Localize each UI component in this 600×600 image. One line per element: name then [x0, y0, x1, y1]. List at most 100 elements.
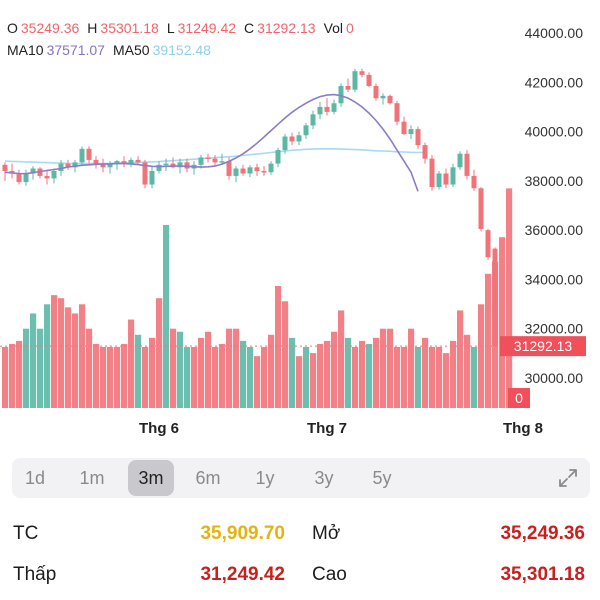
y-tick-label: 30000.00 — [525, 370, 584, 386]
volume-bar — [205, 331, 212, 408]
tab-1d[interactable]: 1d — [24, 468, 46, 488]
low-key: L — [166, 20, 175, 36]
candle-body — [485, 230, 491, 258]
volume-bar — [142, 347, 149, 408]
high-key: H — [87, 20, 98, 36]
volume-bar — [310, 353, 317, 408]
candle-body — [107, 163, 113, 168]
candle-body — [156, 164, 162, 171]
candle-body — [401, 121, 407, 135]
volume-bar — [100, 347, 107, 408]
volume-bar — [212, 347, 219, 408]
candle-body — [492, 248, 498, 347]
y-tick-label: 40000.00 — [525, 124, 584, 140]
candle-body — [51, 171, 57, 179]
candle-body — [135, 159, 141, 163]
y-tick-label: 34000.00 — [525, 271, 584, 287]
tab-1m[interactable]: 1m — [79, 468, 105, 488]
vol-readout: 0 — [346, 20, 354, 36]
close-readout: 31292.13 — [257, 20, 316, 36]
tab-3y[interactable]: 3y — [314, 468, 334, 488]
volume-bar — [23, 328, 30, 408]
volume-bar — [324, 340, 331, 408]
high-readout: 35301.18 — [100, 20, 159, 36]
tab-1y[interactable]: 1y — [255, 468, 275, 488]
volume-bar — [30, 313, 37, 408]
candle-body — [219, 161, 225, 163]
high-value: 35,301.18 — [500, 564, 585, 585]
candle-body — [16, 173, 22, 183]
tab-6m[interactable]: 6m — [195, 468, 221, 488]
expand-icon[interactable] — [556, 466, 580, 490]
candle-body — [198, 157, 204, 165]
candle-body — [429, 158, 435, 188]
candle-body — [422, 145, 428, 159]
low-readout: 31249.42 — [177, 20, 237, 36]
y-tick-label: 32000.00 — [525, 321, 584, 337]
volume-bar — [422, 337, 429, 408]
volume-bar — [345, 337, 352, 408]
volume-bar — [268, 334, 275, 408]
ma10-line — [4, 93, 419, 192]
tab-5y[interactable]: 5y — [372, 468, 392, 488]
volume-bar — [303, 347, 310, 408]
volume-bar — [37, 328, 44, 408]
volume-bar — [506, 188, 513, 408]
volume-bar — [79, 304, 86, 408]
candle-body — [268, 163, 274, 173]
ma50-readout: 39152.48 — [152, 42, 211, 58]
volume-bar — [198, 337, 205, 408]
last-price-tag — [500, 336, 586, 357]
candle-body — [352, 71, 358, 90]
candle-body — [478, 188, 484, 229]
candle-body — [23, 173, 29, 183]
volume-bar — [135, 334, 142, 408]
volume-bar — [387, 328, 394, 408]
candle-body — [205, 157, 211, 159]
y-tick-label: 38000.00 — [525, 173, 584, 189]
candle-body — [457, 153, 463, 168]
volume-bar — [16, 340, 23, 408]
ma-readout: MA10 37571.07 MA50 39152.48 — [7, 42, 211, 58]
volume-bar — [128, 319, 135, 408]
x-tick-label: Thg 7 — [307, 420, 347, 437]
x-tick-label: Thg 8 — [503, 420, 543, 437]
candle-body — [240, 168, 246, 174]
candle-body — [212, 158, 218, 163]
volume-bar — [499, 237, 506, 408]
volume-bar — [72, 313, 79, 408]
candle-body — [443, 173, 449, 185]
range-tabs: 1d 1m 3m 6m 1y 3y 5y — [12, 458, 590, 498]
volume-bar — [359, 340, 366, 408]
volume-bar — [415, 347, 422, 408]
candle-body — [282, 136, 288, 151]
ma50-key: MA50 — [112, 42, 150, 58]
candle-body — [387, 95, 393, 104]
volume-bar — [247, 347, 254, 408]
low-label: Thấp — [13, 564, 57, 585]
tab-3m[interactable]: 3m — [128, 460, 174, 496]
volume-bar — [450, 340, 457, 408]
candle-body — [373, 85, 379, 99]
volume-bar — [44, 304, 51, 408]
candle-body — [331, 103, 337, 112]
volume-bar — [240, 340, 247, 408]
volume-bar — [107, 347, 114, 408]
candle-body — [142, 162, 148, 185]
candle-body — [121, 161, 127, 164]
candle-body — [310, 114, 316, 126]
candle-body — [79, 148, 85, 163]
volume-bar — [380, 328, 387, 408]
candle-body — [366, 74, 372, 86]
candle-body — [394, 103, 400, 122]
volume-bar — [156, 298, 163, 408]
price-chart[interactable]: 44000.00 42000.00 40000.00 38000.00 36000.00… — [0, 0, 600, 440]
candle-body — [2, 164, 8, 171]
x-tick-label: Thg 6 — [139, 420, 179, 437]
candle-body — [128, 159, 134, 164]
volume-bar — [464, 334, 471, 408]
volume-bar — [289, 337, 296, 408]
open-key: O — [7, 20, 18, 36]
volume-bar — [471, 347, 478, 408]
candle-body — [380, 95, 386, 99]
